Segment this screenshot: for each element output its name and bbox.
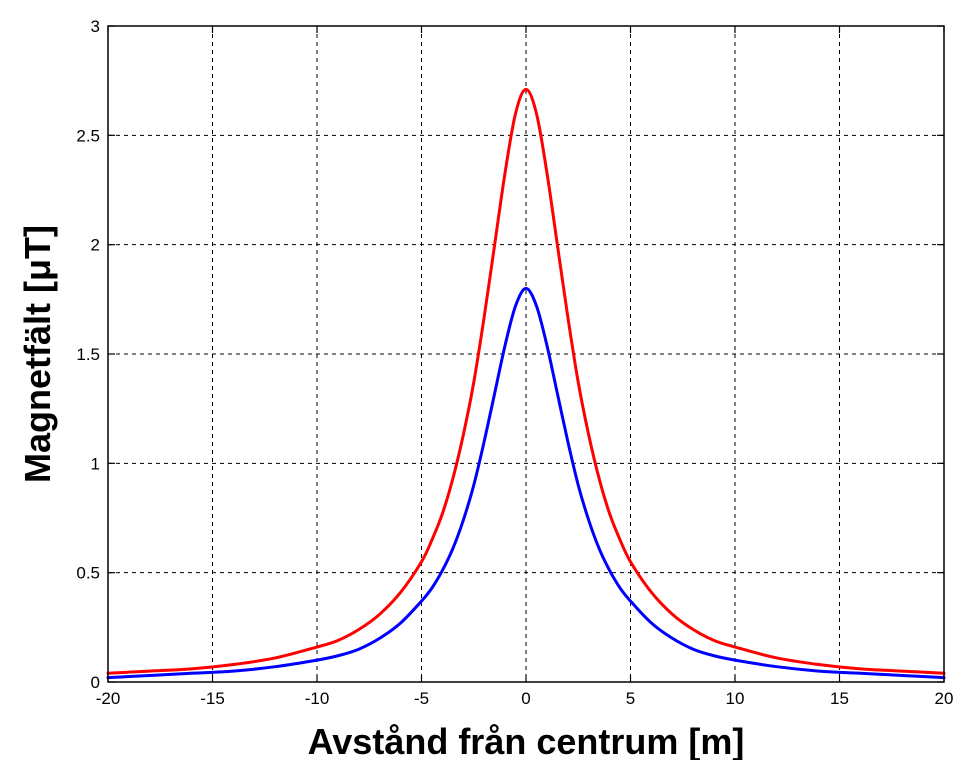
x-tick-label: -20 <box>96 689 121 708</box>
x-tick-label: 10 <box>726 689 745 708</box>
x-tick-label: -5 <box>414 689 429 708</box>
x-tick-label: 15 <box>830 689 849 708</box>
y-tick-label: 2 <box>91 236 100 255</box>
y-tick-label: 2.5 <box>76 126 100 145</box>
y-tick-label: 1.5 <box>76 345 100 364</box>
x-tick-label: -10 <box>305 689 330 708</box>
x-tick-label: 5 <box>626 689 635 708</box>
x-tick-label: 20 <box>935 689 954 708</box>
series-line-red <box>106 87 946 675</box>
tick-marks <box>107 25 945 683</box>
y-tick-label: 3 <box>91 17 100 36</box>
y-tick-label: 0.5 <box>76 564 100 583</box>
series-line-blue <box>106 286 946 680</box>
x-tick-label: 0 <box>521 689 530 708</box>
y-tick-labels: 0 0.5 1 1.5 2 2.5 3 <box>76 17 100 692</box>
y-axis-label: Magnetfält [μT] <box>17 225 58 483</box>
x-tick-label: -15 <box>200 689 225 708</box>
series-lines <box>106 87 946 680</box>
grid-lines <box>108 26 944 682</box>
y-tick-label: 0 <box>91 673 100 692</box>
y-tick-label: 1 <box>91 454 100 473</box>
x-axis-label: Avstånd från centrum [m] <box>308 721 745 760</box>
x-tick-labels: -20 -15 -10 -5 0 5 10 15 20 <box>96 689 954 708</box>
